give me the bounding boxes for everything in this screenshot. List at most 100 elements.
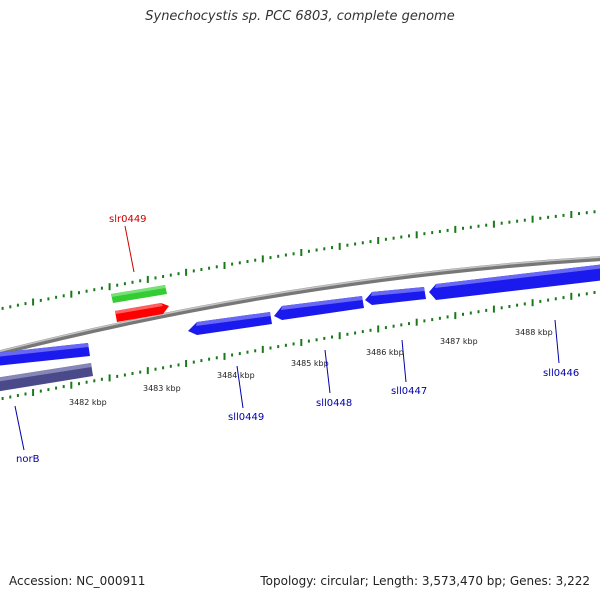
minor-tick	[323, 247, 326, 251]
minor-tick	[438, 230, 441, 233]
gene-slr0449[interactable]	[115, 303, 169, 322]
gene-reverse-left[interactable]	[0, 343, 90, 366]
genome-backbone	[0, 256, 600, 356]
major-tick	[223, 262, 226, 269]
scale-label: 3482 kbp	[69, 398, 107, 407]
minor-tick	[215, 356, 218, 360]
minor-tick	[508, 220, 511, 224]
minor-tick	[523, 302, 526, 306]
minor-tick	[431, 318, 434, 322]
minor-tick	[100, 286, 103, 290]
gene-selected-forward[interactable]	[111, 285, 167, 303]
minor-tick	[516, 219, 519, 223]
minor-tick	[578, 293, 580, 297]
minor-tick	[585, 292, 588, 296]
minor-tick	[554, 297, 557, 301]
major-tick	[223, 352, 226, 360]
minor-tick	[462, 312, 464, 316]
gene-label-slr0449[interactable]: slr0449	[109, 214, 147, 225]
minor-tick	[315, 248, 318, 252]
minor-tick	[131, 372, 134, 375]
slr0449-leader	[124, 225, 135, 273]
map-title: Synechocystis sp. PCC 6803, complete gen…	[145, 9, 455, 24]
minor-tick	[346, 332, 349, 336]
gene-sll0449[interactable]	[188, 312, 272, 335]
minor-tick	[446, 315, 449, 319]
minor-tick	[78, 291, 80, 295]
scale-label: 3487 kbp	[440, 337, 478, 346]
gene-label-sll0446[interactable]: sll0446	[543, 368, 579, 379]
minor-tick	[384, 326, 387, 330]
minor-tick	[116, 283, 119, 287]
upper-tick-row	[1, 210, 596, 310]
minor-tick	[192, 360, 195, 364]
minor-tick	[139, 279, 142, 283]
sll0447-leader	[401, 339, 407, 383]
gene-sll0446[interactable]	[429, 264, 600, 300]
major-tick	[261, 345, 264, 353]
major-tick	[300, 249, 303, 256]
minor-tick	[400, 235, 403, 239]
minor-tick	[215, 265, 218, 269]
minor-tick	[292, 252, 295, 256]
minor-tick	[238, 352, 241, 356]
gene-norB[interactable]	[0, 363, 93, 392]
minor-tick	[1, 306, 4, 310]
minor-tick	[331, 335, 333, 339]
major-tick	[185, 268, 188, 276]
major-tick	[32, 298, 35, 306]
gene-sll0447[interactable]	[365, 287, 426, 305]
minor-tick	[562, 296, 565, 300]
minor-tick	[47, 388, 50, 392]
scale-label: 3483 kbp	[143, 384, 181, 393]
major-tick	[531, 215, 534, 223]
major-tick	[377, 237, 380, 244]
minor-tick	[384, 237, 387, 241]
major-tick	[570, 211, 573, 218]
minor-tick	[47, 297, 50, 301]
minor-tick	[238, 261, 241, 265]
scale-label: 3484 kbp	[217, 371, 255, 380]
minor-tick	[438, 316, 441, 320]
major-tick	[300, 339, 303, 346]
minor-tick	[177, 363, 180, 367]
minor-tick	[354, 331, 357, 335]
minor-tick	[585, 211, 588, 215]
gene-label-norB[interactable]: norB	[16, 454, 40, 465]
minor-tick	[369, 328, 372, 332]
minor-tick	[231, 353, 234, 357]
minor-tick	[547, 298, 550, 302]
minor-tick	[485, 223, 488, 227]
major-tick	[261, 255, 264, 263]
major-tick	[570, 292, 573, 300]
minor-tick	[39, 389, 42, 393]
minor-tick	[177, 272, 180, 276]
minor-tick	[354, 242, 357, 246]
minor-tick	[446, 228, 449, 232]
minor-tick	[55, 295, 58, 299]
minor-tick	[78, 382, 80, 386]
minor-tick	[485, 308, 488, 312]
gene-label-sll0449[interactable]: sll0449	[228, 412, 264, 423]
minor-tick	[554, 214, 557, 218]
major-tick	[454, 312, 457, 320]
minor-tick	[231, 262, 234, 266]
minor-tick	[169, 273, 172, 277]
minor-tick	[85, 289, 88, 293]
minor-tick	[508, 305, 511, 308]
sll0448-leader	[324, 349, 331, 394]
minor-tick	[346, 243, 349, 247]
gene-sll0448[interactable]	[274, 296, 364, 320]
gene-label-sll0447[interactable]: sll0447	[391, 386, 427, 397]
minor-tick	[100, 377, 103, 381]
minor-tick	[154, 276, 157, 280]
major-tick	[70, 290, 73, 298]
major-tick	[531, 299, 534, 307]
minor-tick	[307, 249, 310, 253]
minor-tick	[16, 394, 19, 397]
minor-tick	[277, 254, 280, 258]
gene-label-sll0448[interactable]: sll0448	[316, 398, 352, 409]
minor-tick	[284, 253, 287, 257]
minor-tick	[162, 275, 165, 278]
